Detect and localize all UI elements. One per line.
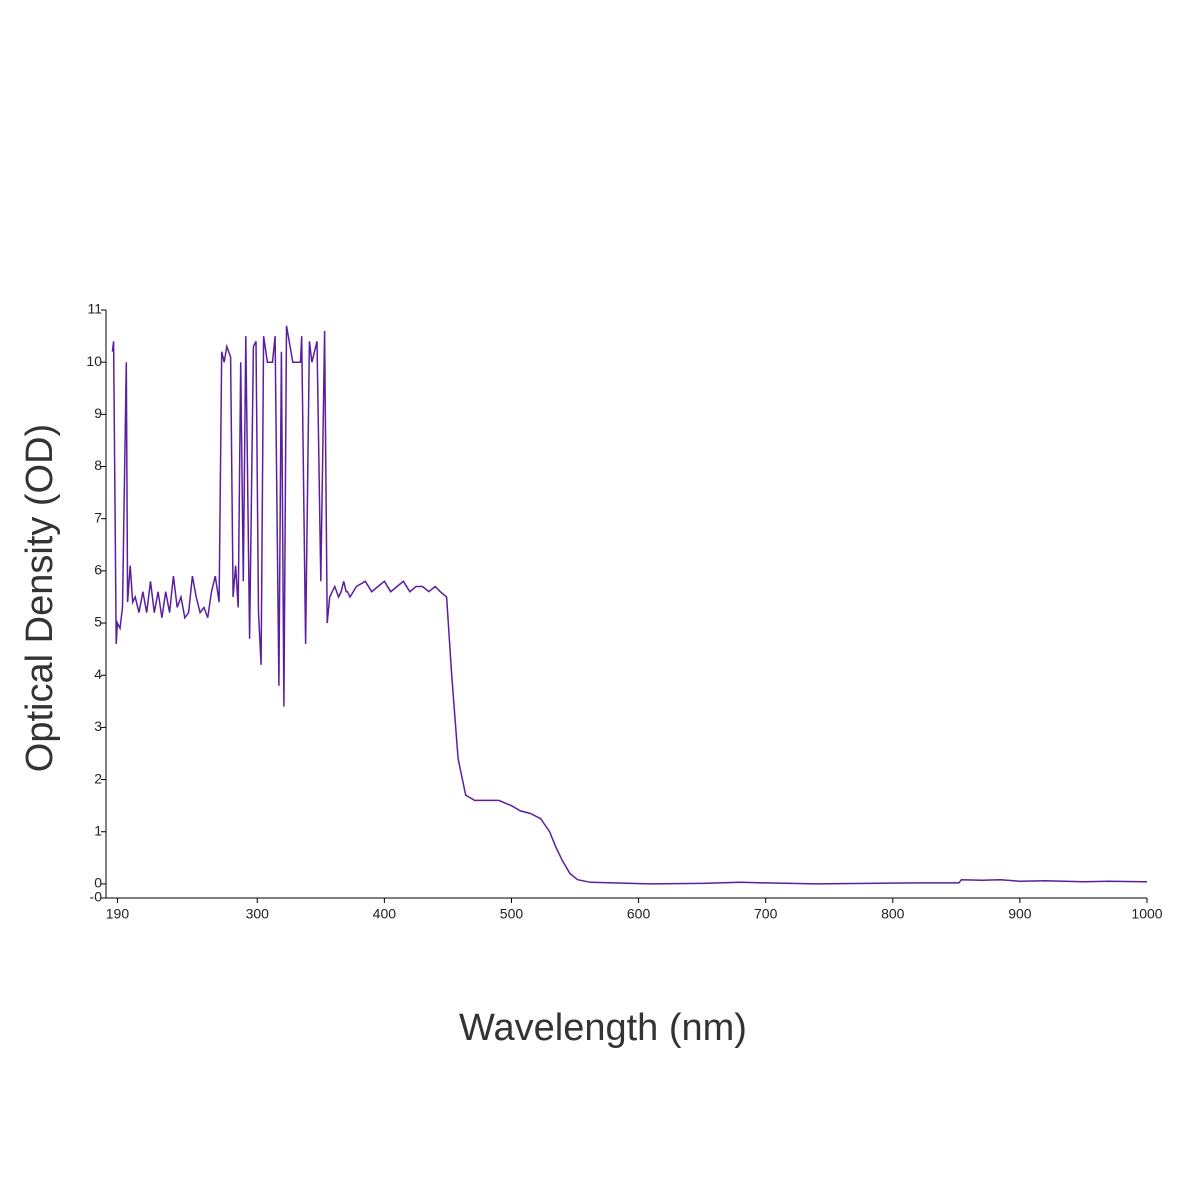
data-line [111,325,1148,885]
x-tick-label: 500 [500,906,524,922]
x-axis-label: Wavelength (nm) [459,1007,747,1049]
x-tick-label: 400 [373,906,397,922]
x-tick-label: 900 [1008,906,1032,922]
y-tick-label: 8 [94,457,102,473]
y-axis-label: Optical Density (OD) [19,424,61,772]
x-tick-label: 190 [106,906,130,922]
y-tick-label: 6 [94,562,102,578]
y-tick-label: -0 [90,889,103,905]
y-tick-label: 10 [86,353,102,369]
y-tick-label: 2 [94,770,102,786]
y-tick-label: 9 [94,405,102,421]
x-tick-label: 600 [627,906,651,922]
x-tick-label: 800 [881,906,905,922]
y-tick-label: 1 [94,822,102,838]
x-tick-label: 1000 [1131,906,1162,922]
y-tick-label: 7 [94,509,102,525]
x-tick-label: 300 [246,906,270,922]
y-tick-label: 4 [94,666,102,682]
y-tick-label: 3 [94,718,102,734]
y-tick-label: 0 [94,875,102,891]
y-tick-label: 5 [94,614,102,630]
y-tick-label: 11 [87,301,102,317]
x-tick-label: 700 [754,906,778,922]
